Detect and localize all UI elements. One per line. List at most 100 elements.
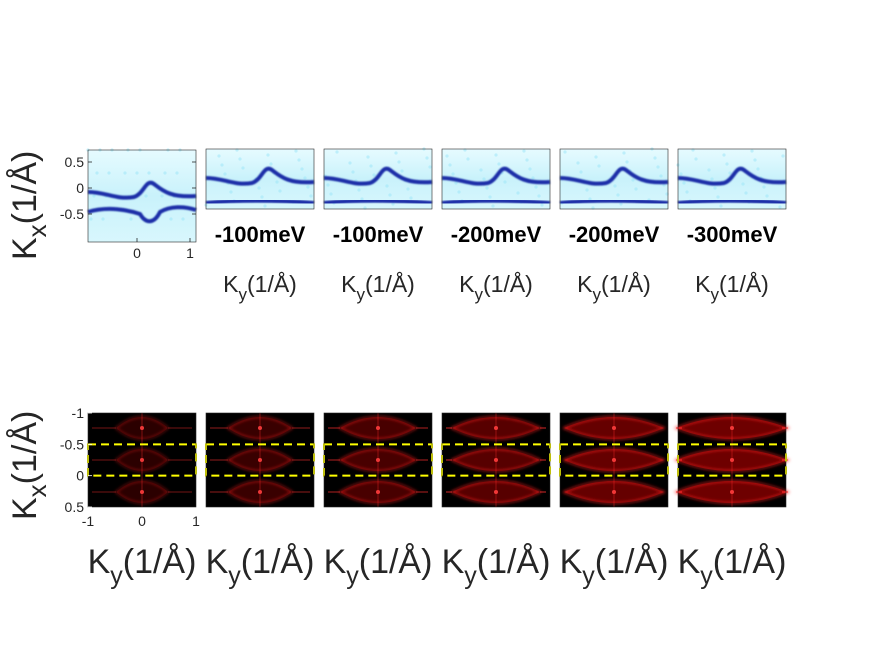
top-texture	[522, 149, 526, 153]
top-texture	[175, 171, 179, 175]
fs-pocket-edge	[562, 416, 666, 440]
energy-label: -200meV	[451, 222, 542, 247]
top-panel-frame	[205, 148, 315, 210]
top-texture	[297, 158, 301, 162]
top-texture	[229, 190, 233, 194]
top-texture	[147, 171, 151, 175]
top-texture	[294, 149, 298, 153]
top-texture	[275, 180, 279, 184]
top-texture	[169, 217, 173, 221]
energy-label: -300meV	[687, 222, 778, 247]
top-texture	[753, 158, 757, 162]
top-band-lower	[205, 198, 315, 205]
top-texture	[707, 168, 711, 172]
top-ylabel: Kx(1/Å)	[6, 151, 52, 260]
top-texture	[682, 181, 686, 185]
top-panel-row: 0.50-0.50 1-100meVKy(1/Å)-100meVKy(1/Å)-2…	[60, 147, 787, 304]
top-texture	[163, 171, 167, 175]
top-texture	[634, 187, 638, 191]
top-texture	[503, 180, 507, 184]
top-panel-frame	[677, 148, 787, 210]
top-xlabel: Ky(1/Å)	[341, 270, 415, 304]
top-xlabel: Ky(1/Å)	[223, 270, 297, 304]
top-texture	[89, 217, 93, 221]
energy-label: -100meV	[333, 222, 424, 247]
top-texture	[351, 170, 355, 174]
top-texture	[579, 170, 583, 174]
top-texture	[479, 168, 483, 172]
top-band-upper	[559, 166, 669, 186]
top-texture	[300, 167, 304, 171]
top-texture	[741, 182, 745, 186]
top-texture	[309, 194, 313, 198]
top-texture	[406, 187, 410, 191]
top-texture	[659, 174, 663, 178]
energy-label: -200meV	[569, 222, 660, 247]
top-texture	[625, 160, 629, 164]
top-texture	[619, 202, 623, 206]
top-texture	[616, 193, 620, 197]
top-texture	[728, 171, 732, 175]
top-texture	[101, 217, 105, 221]
top-texture	[694, 157, 698, 161]
fs-pocket-edge	[114, 448, 170, 472]
top-texture	[531, 176, 535, 180]
top-texture	[385, 184, 389, 188]
bottom-panel-frame	[441, 412, 551, 508]
bottom-panel-frame	[677, 412, 787, 508]
top-texture	[366, 155, 370, 159]
top-texture	[534, 185, 538, 189]
top-texture	[516, 191, 520, 195]
top-texture	[631, 178, 635, 182]
svg-text:Kx(1/Å): Kx(1/Å)	[6, 411, 52, 520]
top-texture	[129, 217, 133, 221]
top-texture	[123, 171, 127, 175]
fs-pocket-edge	[562, 480, 666, 504]
top-panel-3: -100meV Ky(1/Å)	[323, 147, 433, 304]
top-texture	[466, 157, 470, 161]
bottom-panel-6: Ky(1/Å)	[674, 412, 790, 590]
bottom-xlabel: Ky(1/Å)	[324, 543, 433, 590]
top-texture	[613, 184, 617, 188]
top-xlabel: Ky(1/Å)	[695, 270, 769, 304]
top-texture	[750, 149, 754, 153]
top-texture	[425, 156, 429, 160]
top-texture	[778, 205, 782, 209]
top-texture	[448, 163, 452, 167]
top-texture	[223, 172, 227, 176]
bottom-ytick-label: -1	[72, 405, 85, 421]
bottom-panel-row: -1-0.500.5-1 0 1Ky(1/Å) Ky(1/Å) Ky(1/Å) Ky(1/…	[60, 405, 790, 590]
top-panel-5: -200meV Ky(1/Å)	[559, 147, 669, 304]
top-texture	[722, 153, 726, 157]
top-texture	[585, 188, 589, 192]
top-band-lower	[559, 198, 669, 205]
top-band-upper	[323, 166, 433, 186]
top-texture	[335, 150, 339, 154]
top-texture	[457, 190, 461, 194]
bottom-panel-2: Ky(1/Å)	[205, 412, 315, 590]
top-texture	[685, 190, 689, 194]
top-texture	[497, 162, 501, 166]
top-band-upper	[677, 166, 787, 186]
top-texture	[144, 194, 148, 198]
bottom-xtick-label: -1	[82, 513, 95, 529]
top-band-upper	[441, 166, 551, 186]
top-texture	[445, 154, 449, 158]
bottom-xtick-label: 0	[138, 513, 146, 529]
top-texture	[357, 188, 361, 192]
bottom-panel-frame	[205, 412, 315, 508]
top-texture	[756, 167, 760, 171]
bottom-xtick-label: 1	[192, 513, 200, 529]
top-ytick-label: -0.5	[60, 206, 84, 222]
top-texture	[107, 171, 111, 175]
top-texture	[181, 217, 185, 221]
svg-text:Kx(1/Å): Kx(1/Å)	[6, 151, 52, 260]
top-texture	[92, 194, 96, 198]
top-texture	[409, 196, 413, 200]
top-texture	[744, 191, 748, 195]
fs-pocket-edge	[114, 416, 170, 440]
top-texture	[95, 171, 99, 175]
top-texture	[372, 173, 376, 177]
top-texture	[622, 151, 626, 155]
fs-pocket-edge	[114, 480, 170, 504]
